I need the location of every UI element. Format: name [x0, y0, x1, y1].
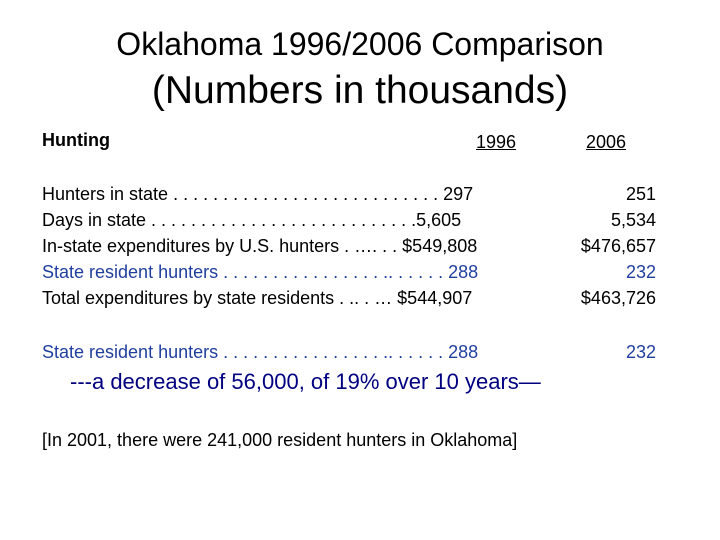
column-header-1996: 1996	[476, 132, 517, 152]
row-days-in-state-2006: 5,534	[610, 210, 656, 230]
row-total-expenditures-2006: $463,726	[580, 288, 656, 308]
section-heading-hunting: Hunting	[42, 130, 110, 150]
slide-title-line-2: (Numbers in thousands)	[151, 69, 569, 112]
row-instate-expenditures-label: In-state expenditures by U.S. hunters . …	[42, 236, 478, 256]
decrease-statement: ---a decrease of 56,000, of 19% over 10 …	[70, 369, 541, 394]
row-hunters-in-state-2006: 251	[625, 184, 656, 204]
row-state-resident-hunters-label: State resident hunters . . . . . . . . .…	[42, 262, 479, 282]
slide-title-line-1: Oklahoma 1996/2006 Comparison	[116, 26, 604, 62]
footnote-2001: [In 2001, there were 241,000 resident hu…	[42, 430, 518, 450]
row-hunters-in-state-label: Hunters in state . . . . . . . . . . . .…	[42, 184, 474, 204]
highlight-state-resident-hunters-2006: 232	[625, 342, 656, 362]
row-days-in-state-label: Days in state . . . . . . . . . . . . . …	[42, 210, 462, 230]
row-total-expenditures-label: Total expenditures by state residents . …	[42, 288, 473, 308]
row-instate-expenditures-2006: $476,657	[580, 236, 656, 256]
row-state-resident-hunters-2006: 232	[625, 262, 656, 282]
column-header-2006: 2006	[586, 132, 627, 152]
highlight-state-resident-hunters-label: State resident hunters . . . . . . . . .…	[42, 342, 479, 362]
